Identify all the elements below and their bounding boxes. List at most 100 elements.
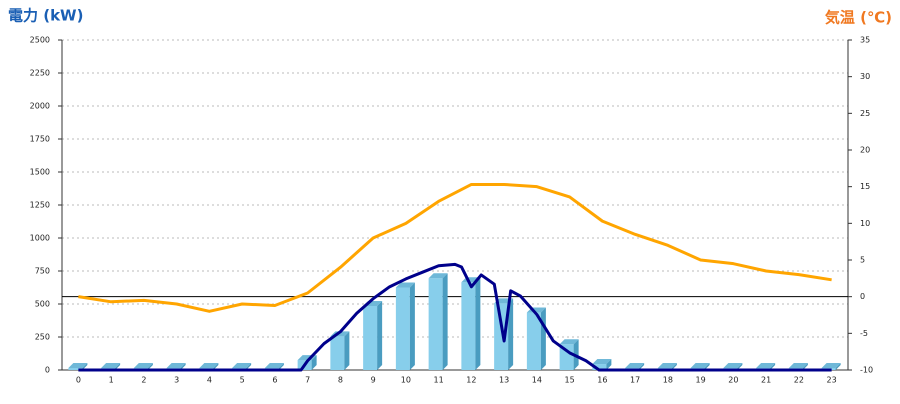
bar-face (199, 363, 219, 368)
x-tick-label: 5 (240, 376, 245, 385)
y2-tick-label: 20 (860, 146, 870, 155)
bar-face (278, 363, 284, 370)
line (78, 182, 832, 313)
y2-tick-label: 35 (860, 36, 870, 45)
bar-face (821, 363, 841, 368)
y-tick-label: 1500 (30, 168, 50, 177)
bar-face (246, 363, 252, 370)
bar-face (428, 273, 448, 279)
x-tick-label: 8 (338, 376, 343, 385)
y-tick-label: 1250 (30, 201, 50, 210)
bar-face (508, 298, 514, 370)
y-tick-label: 1750 (30, 135, 50, 144)
bar-face (395, 287, 410, 370)
y-tick-label: 2250 (30, 69, 50, 78)
x-tick-label: 6 (272, 376, 277, 385)
bar-face (147, 363, 153, 370)
bar-face (625, 363, 645, 368)
bar-face (311, 355, 317, 370)
bar (363, 300, 383, 370)
bar-face (115, 363, 121, 370)
bar-face (428, 278, 443, 370)
bar (592, 359, 612, 370)
bar-face (592, 364, 607, 370)
bar-face (657, 363, 677, 368)
y-tick-label: 1000 (30, 234, 50, 243)
bar-face (395, 282, 415, 288)
bar (428, 273, 448, 370)
bar-face (475, 277, 481, 370)
y2-tick-label: -10 (860, 366, 873, 375)
x-tick-label: 17 (630, 376, 640, 385)
x-tick-label: 12 (466, 376, 476, 385)
x-tick-label: 14 (532, 376, 542, 385)
bar-face (835, 363, 841, 370)
x-tick-label: 7 (305, 376, 310, 385)
bar-face (802, 363, 808, 370)
bar-face (330, 336, 345, 370)
bar-face (180, 363, 186, 370)
x-tick-label: 9 (371, 376, 376, 385)
bar-face (559, 344, 574, 370)
y2-tick-label: 15 (860, 182, 870, 191)
bar-face (770, 363, 776, 370)
bar (395, 282, 415, 370)
x-tick-label: 1 (109, 376, 114, 385)
bar-face (68, 368, 83, 370)
bar-face (232, 363, 252, 368)
bar-face (213, 363, 219, 370)
bar-face (82, 363, 88, 370)
y-tick-label: 250 (35, 333, 50, 342)
bar-face (639, 363, 645, 370)
bar-face (690, 363, 710, 368)
y2-tick-label: -5 (860, 329, 868, 338)
bar-face (704, 363, 710, 370)
x-tick-label: 4 (207, 376, 212, 385)
bar-face (264, 363, 284, 368)
bar-face (461, 282, 476, 370)
x-tick-label: 21 (761, 376, 771, 385)
y2-tick-label: 10 (860, 219, 870, 228)
bar-face (68, 363, 88, 368)
bar-face (363, 305, 378, 370)
x-tick-label: 10 (401, 376, 411, 385)
x-tick-label: 11 (434, 376, 444, 385)
bar-face (166, 363, 186, 368)
y-tick-label: 750 (35, 267, 50, 276)
x-tick-label: 20 (728, 376, 738, 385)
left-axis-title: 電力 (kW) (8, 7, 83, 25)
bar-face (377, 300, 383, 370)
bar-face (526, 312, 541, 370)
bar (526, 307, 546, 370)
bar (461, 277, 481, 370)
x-tick-label: 2 (141, 376, 146, 385)
y-tick-label: 2500 (30, 36, 50, 45)
y-tick-label: 0 (45, 366, 50, 375)
bar-face (540, 307, 546, 370)
bar-face (737, 363, 743, 370)
y2-tick-label: 30 (860, 72, 870, 81)
bar (68, 363, 88, 370)
bar-face (559, 339, 579, 345)
x-tick-label: 23 (827, 376, 837, 385)
x-tick-label: 19 (696, 376, 706, 385)
x-tick-label: 3 (174, 376, 179, 385)
bar-face (101, 363, 121, 368)
bar-face (133, 363, 153, 368)
x-tick-label: 13 (499, 376, 509, 385)
x-tick-label: 18 (663, 376, 673, 385)
x-tick-label: 16 (597, 376, 607, 385)
y-tick-label: 500 (35, 300, 50, 309)
bar-face (671, 363, 677, 370)
bar-face (494, 303, 509, 370)
bar-face (442, 273, 448, 370)
x-tick-label: 22 (794, 376, 804, 385)
bar-face (606, 359, 612, 370)
y-tick-label: 2000 (30, 102, 50, 111)
line (78, 262, 832, 372)
right-axis-title: 気温 (℃) (825, 9, 892, 27)
y2-tick-label: 25 (860, 109, 870, 118)
bar (559, 339, 579, 370)
x-tick-label: 15 (565, 376, 575, 385)
